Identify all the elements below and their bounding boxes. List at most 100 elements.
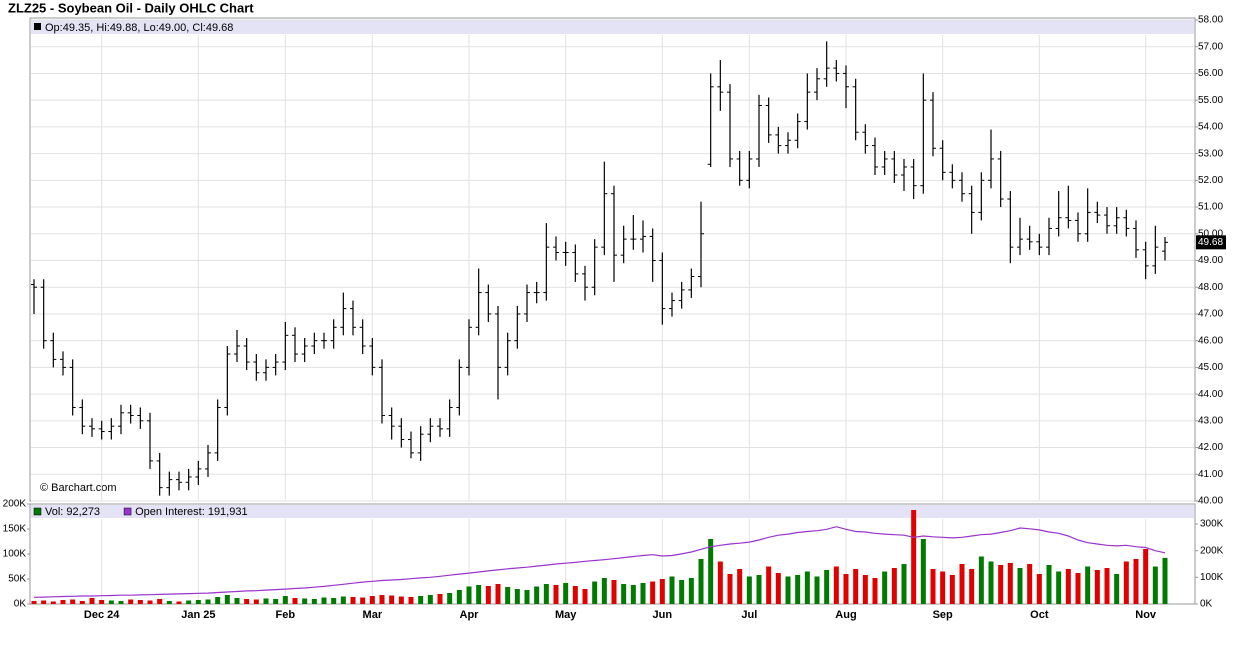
volume-bar [698, 559, 704, 604]
chart-title: ZLZ25 - Soybean Oil - Daily OHLC Chart [8, 0, 254, 15]
y-tick-label: 200K [3, 499, 27, 510]
volume-bar [1027, 564, 1033, 604]
x-tick-label: Jan 25 [181, 609, 215, 621]
volume-bar [31, 601, 37, 604]
volume-bar [447, 593, 453, 604]
y-tick-label: 53.00 [1198, 148, 1223, 159]
volume-bar [1152, 566, 1158, 604]
volume-bar [659, 579, 665, 604]
volume-bar [940, 571, 946, 604]
y-tick-label: 50K [8, 574, 26, 585]
volume-bar [234, 598, 240, 604]
volume-bar [543, 584, 549, 604]
y-tick-label: 45.00 [1198, 362, 1223, 373]
y-tick-label: 52.00 [1198, 175, 1223, 186]
volume-bar [166, 601, 172, 604]
x-tick-label: Mar [363, 609, 383, 621]
volume-bar [321, 597, 327, 604]
volume-bar [679, 580, 685, 604]
volume-bar [1056, 571, 1062, 604]
x-tick-label: Nov [1135, 609, 1157, 621]
volume-bar [630, 585, 636, 604]
volume-bar [1075, 573, 1081, 604]
y2-tick-label: 100K [1200, 572, 1224, 583]
volume-bar [1007, 563, 1013, 604]
y-tick-label: 48.00 [1198, 282, 1223, 293]
volume-bar [785, 576, 791, 604]
y-tick-label: 42.00 [1198, 442, 1223, 453]
volume-bar [524, 590, 530, 604]
volume-bar [186, 600, 192, 604]
y-tick-label: 46.00 [1198, 335, 1223, 346]
volume-bar [244, 599, 250, 604]
volume-bar [775, 573, 781, 604]
y-tick-label: 100K [3, 549, 27, 560]
volume-bar [572, 586, 578, 604]
y-tick-label: 40.00 [1198, 496, 1223, 507]
volume-bar [563, 583, 569, 604]
volume-bar [814, 576, 820, 604]
volume-bar [1133, 559, 1139, 604]
volume-bar [495, 584, 501, 604]
y-tick-label: 58.00 [1198, 15, 1223, 26]
volume-bar [1094, 570, 1100, 604]
y2-tick-label: 300K [1200, 519, 1224, 530]
legend-label: Open Interest: 191,931 [135, 506, 248, 518]
volume-bar [360, 597, 366, 604]
y-tick-label: 51.00 [1198, 202, 1223, 213]
volume-bar [466, 586, 472, 604]
volume-bar [128, 599, 134, 604]
open-interest-line [33, 526, 1166, 598]
volume-legend-band [31, 505, 1194, 518]
volume-bar [756, 575, 762, 604]
volume-bar [621, 584, 627, 604]
volume-bar [476, 585, 482, 604]
volume-bar [253, 599, 259, 604]
volume-bar [1085, 566, 1091, 604]
volume-bar [1123, 561, 1129, 604]
volume-bar [959, 564, 965, 604]
y-tick-label: 150K [3, 524, 27, 535]
y-tick-label: 43.00 [1198, 415, 1223, 426]
volume-bar [727, 574, 733, 604]
volume-bar [746, 576, 752, 604]
volume-bar [998, 565, 1004, 604]
y-tick-label: 56.00 [1198, 68, 1223, 79]
legend-swatch [123, 507, 132, 516]
x-tick-label: Dec 24 [84, 609, 120, 621]
x-tick-label: Apr [460, 609, 480, 621]
volume-bar [601, 578, 607, 604]
volume-bar [273, 599, 279, 604]
volume-bar [1017, 568, 1023, 604]
y-tick-label: 47.00 [1198, 309, 1223, 320]
x-tick-label: Sep [933, 609, 953, 621]
last-price: 49.68 [1198, 237, 1223, 248]
volume-bar [920, 539, 926, 604]
volume-bar [195, 600, 201, 604]
volume-bar [717, 561, 723, 604]
volume-bar [137, 600, 143, 604]
volume-bar [669, 576, 675, 604]
volume-bar [50, 601, 56, 604]
volume-bar [118, 601, 124, 604]
volume-bar [331, 598, 337, 604]
volume-bar [1114, 574, 1120, 604]
volume-bar [688, 578, 694, 604]
volume-bar [978, 556, 984, 604]
volume-bar [872, 578, 878, 604]
x-tick-label: Feb [276, 609, 296, 621]
volume-bar [79, 601, 85, 604]
volume-bar [263, 598, 269, 604]
x-tick-label: Jun [653, 609, 673, 621]
volume-bar [292, 598, 298, 604]
volume-bar [437, 594, 443, 604]
volume-bar [389, 595, 395, 604]
legend-label: Vol: 92,273 [45, 506, 100, 518]
volume-bar [379, 595, 385, 604]
volume-bar [485, 586, 491, 604]
volume-bar [862, 575, 868, 604]
volume-bar [514, 589, 520, 604]
y-tick-label: 57.00 [1198, 41, 1223, 52]
x-tick-label: Aug [835, 609, 856, 621]
